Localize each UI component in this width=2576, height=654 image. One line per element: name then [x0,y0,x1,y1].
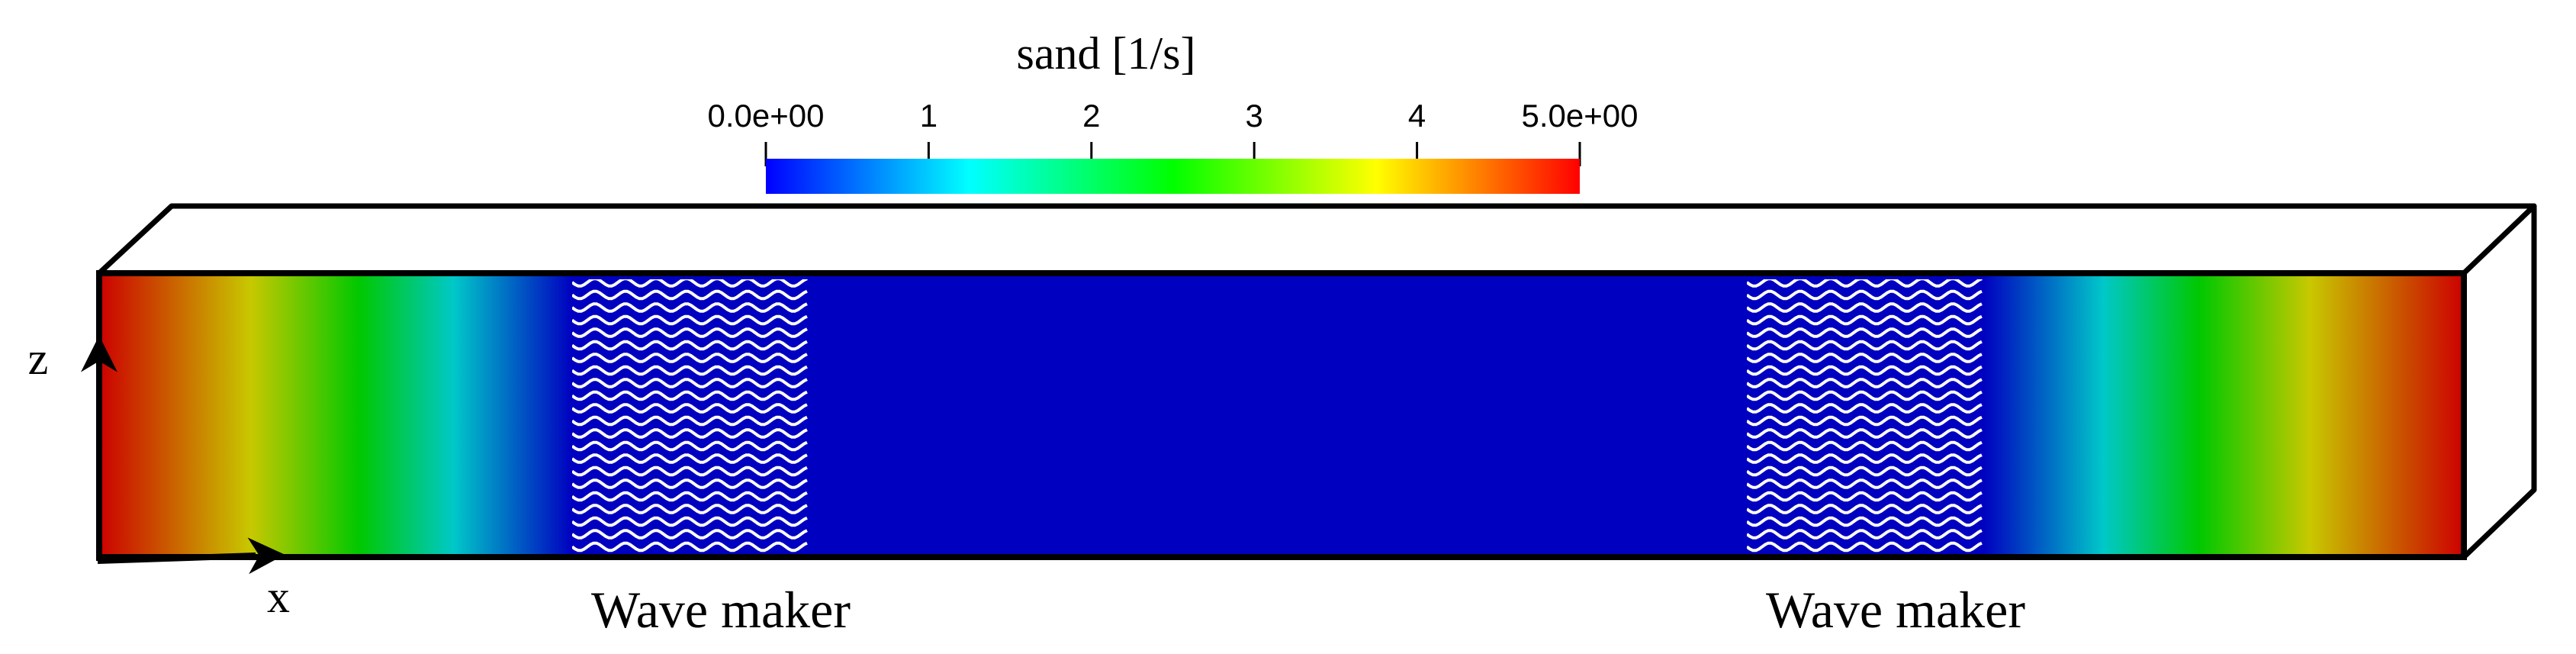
damping-zone-right [1983,273,2464,557]
wave-line [1747,516,1983,527]
wave-line [572,504,808,514]
colorbar-gradient [766,159,1580,194]
z-axis-label: z [28,333,49,384]
wave-line [572,403,808,414]
wave-line [1747,541,1983,553]
wave-maker-label-left: Wave maker [591,581,851,639]
wave-line [572,390,808,401]
wave-line [572,279,808,288]
damping-zone-left [99,273,572,557]
colorbar-title: sand [1/s] [1017,28,1196,79]
wave-line [1747,453,1983,464]
wave-line [572,378,808,388]
wave-line [572,453,808,464]
wave-line [572,516,808,527]
colorbar-tick-label: 0.0e+00 [708,98,825,134]
wave-line [1747,340,1983,351]
wave-line [1747,415,1983,427]
wave-line [572,365,808,376]
wave-line [572,289,808,301]
wave-line [1747,529,1983,540]
colorbar-tick-label: 5.0e+00 [1522,98,1639,134]
wave-line [572,541,808,553]
colorbar-tick-label: 3 [1246,98,1263,134]
flume-top-face [96,203,2537,276]
colorbar-ticks: 0.0e+00 1 2 3 4 5.0e+00 [708,98,1639,166]
axes-indicator: z x [28,333,290,622]
wave-line [572,440,808,452]
wave-line [1747,289,1983,301]
wave-line [572,415,808,427]
wave-line [572,353,808,363]
wave-line [1747,327,1983,338]
colorbar-tick-label: 4 [1408,98,1426,134]
colorbar: sand [1/s] 0.0e+00 1 2 3 4 5.0e+00 [708,28,1639,194]
wave-line [1747,314,1983,326]
wave-line [572,491,808,502]
wave-maker-region-right [1747,279,1983,553]
wave-line [1747,428,1983,439]
wave-line [1747,440,1983,452]
wave-line [1747,504,1983,514]
x-axis-label: x [267,572,290,622]
colorbar-tick-label: 1 [920,98,937,134]
wave-maker-label-right: Wave maker [1766,581,2025,639]
wave-line [572,529,808,540]
wave-line [1747,466,1983,477]
wave-line [1747,279,1983,288]
wave-maker-region-left [572,279,808,553]
wave-line [572,340,808,351]
flume-box [96,203,2537,560]
wave-line [1747,302,1983,313]
wave-line [1747,378,1983,388]
wave-line [1747,365,1983,376]
wave-line [1747,478,1983,489]
wave-line [572,302,808,313]
x-axis-arrow [97,537,285,575]
wave-lines-right [1747,279,1983,553]
wave-line [1747,491,1983,502]
wave-line [572,466,808,477]
wave-line [572,428,808,439]
wave-line [572,327,808,338]
wave-line [572,478,808,489]
wave-line [1747,403,1983,414]
wave-line [572,314,808,326]
wave-lines-left [572,279,808,553]
wave-line [1747,353,1983,363]
wave-line [1747,390,1983,401]
colorbar-tick-label: 2 [1082,98,1100,134]
